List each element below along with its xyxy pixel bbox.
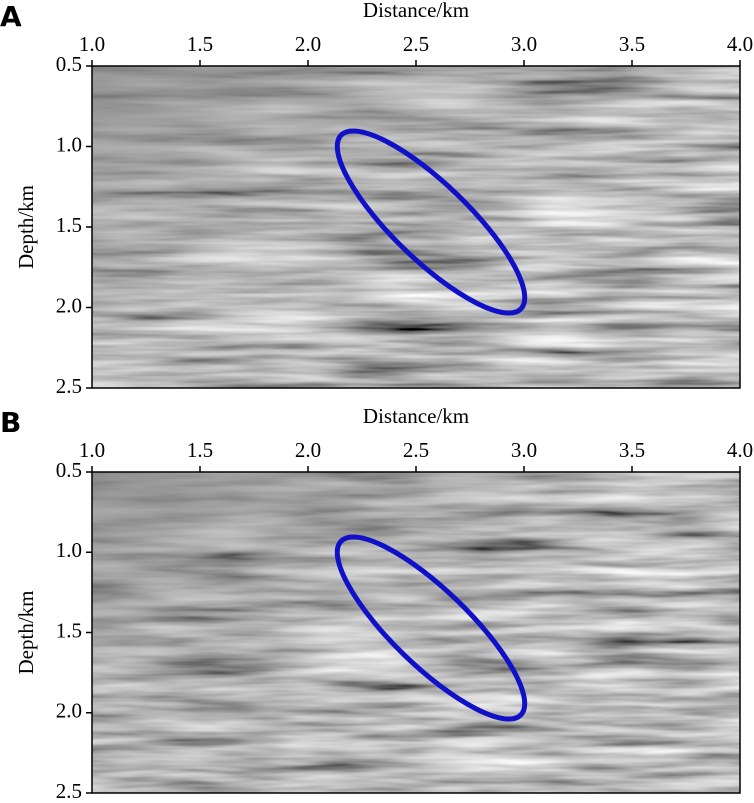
y-tick-label: 0.5 [56, 52, 82, 76]
x-tick-label: 2.0 [295, 32, 321, 56]
y-tick-label: 1.5 [56, 618, 82, 642]
smooth-zone [92, 472, 740, 793]
y-tick-label: 2.5 [56, 374, 82, 398]
x-tick-label: 2.0 [295, 438, 321, 462]
y-tick-label: 1.0 [56, 538, 82, 562]
highlight-ellipse [334, 128, 528, 316]
y-axis-label: Depth/km [14, 591, 38, 675]
y-tick-label: 2.0 [56, 293, 82, 317]
x-tick-label: 3.5 [619, 32, 645, 56]
y-tick-label: 0.5 [56, 458, 82, 482]
x-axis-label: Distance/km [363, 0, 469, 22]
x-tick-label: 3.5 [619, 438, 645, 462]
y-tick-label: 1.0 [56, 132, 82, 156]
x-tick-label: 1.5 [187, 32, 213, 56]
y-axis-label: Depth/km [14, 185, 38, 269]
panel-label: B [0, 406, 21, 439]
y-tick-label: 1.5 [56, 213, 82, 237]
y-tick-label: 2.0 [56, 699, 82, 723]
smooth-zone [92, 66, 740, 388]
x-tick-label: 2.5 [403, 32, 429, 56]
x-tick-label: 3.0 [511, 438, 537, 462]
x-tick-label: 1.0 [79, 438, 105, 462]
panel-label: A [0, 0, 22, 33]
x-tick-label: 4.0 [727, 32, 753, 56]
x-tick-label: 1.5 [187, 438, 213, 462]
x-axis-label: Distance/km [363, 404, 469, 428]
x-tick-label: 4.0 [727, 438, 753, 462]
x-tick-label: 2.5 [403, 438, 429, 462]
x-tick-label: 3.0 [511, 32, 537, 56]
y-tick-label: 2.5 [56, 779, 82, 803]
highlight-ellipse [334, 534, 528, 722]
x-tick-label: 1.0 [79, 32, 105, 56]
